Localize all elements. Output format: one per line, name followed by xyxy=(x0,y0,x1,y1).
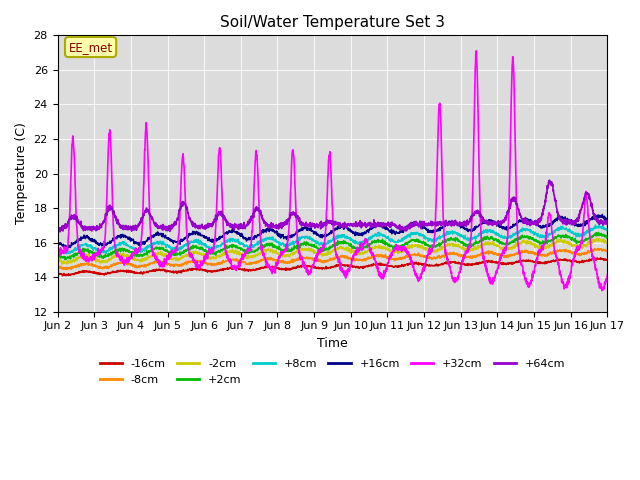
Line: -8cm: -8cm xyxy=(58,249,607,270)
+64cm xyxy=(54,228,61,234)
-16cm xyxy=(493,260,500,266)
+64cm xyxy=(556,213,563,218)
-8cm xyxy=(594,246,602,252)
-2cm xyxy=(360,251,368,256)
+16cm xyxy=(556,216,563,221)
+2cm xyxy=(349,245,356,251)
+8cm xyxy=(556,226,563,232)
+2cm xyxy=(595,229,602,235)
-2cm xyxy=(594,236,602,241)
Line: +64cm: +64cm xyxy=(58,180,607,232)
+2cm xyxy=(604,234,611,240)
Line: +8cm: +8cm xyxy=(58,224,607,254)
-8cm xyxy=(207,261,215,266)
+64cm xyxy=(360,222,368,228)
+8cm xyxy=(360,240,368,245)
Text: EE_met: EE_met xyxy=(68,40,113,54)
-16cm xyxy=(604,258,611,264)
-16cm xyxy=(360,264,368,270)
+2cm xyxy=(493,238,500,243)
-2cm xyxy=(207,255,215,261)
Line: +2cm: +2cm xyxy=(58,232,607,260)
-2cm xyxy=(570,242,578,248)
X-axis label: Time: Time xyxy=(317,337,348,350)
+32cm xyxy=(360,240,368,246)
-16cm xyxy=(570,259,578,264)
+8cm xyxy=(54,247,61,253)
+16cm xyxy=(62,245,70,251)
-2cm xyxy=(556,239,563,244)
+2cm xyxy=(556,233,563,239)
+2cm xyxy=(61,257,69,263)
+32cm xyxy=(348,258,356,264)
-16cm xyxy=(54,270,61,276)
+16cm xyxy=(349,228,356,234)
+64cm xyxy=(604,217,611,223)
-8cm xyxy=(570,251,578,257)
-8cm xyxy=(54,264,61,270)
+64cm xyxy=(493,221,500,227)
+32cm xyxy=(570,252,578,258)
Y-axis label: Temperature (C): Temperature (C) xyxy=(15,122,28,225)
+64cm xyxy=(207,223,215,228)
-16cm xyxy=(207,268,215,274)
+2cm xyxy=(207,250,215,255)
+32cm xyxy=(54,252,61,258)
+16cm xyxy=(207,239,215,244)
-2cm xyxy=(493,243,500,249)
+2cm xyxy=(570,237,578,242)
+16cm xyxy=(54,241,61,247)
+16cm xyxy=(493,220,500,226)
Line: -2cm: -2cm xyxy=(58,239,607,264)
-2cm xyxy=(58,262,66,267)
+8cm xyxy=(493,229,500,235)
+32cm xyxy=(598,288,606,293)
+8cm xyxy=(349,238,356,244)
Line: +16cm: +16cm xyxy=(58,215,607,248)
+32cm xyxy=(472,48,480,54)
+32cm xyxy=(556,264,563,269)
+32cm xyxy=(207,248,214,253)
Title: Soil/Water Temperature Set 3: Soil/Water Temperature Set 3 xyxy=(220,15,445,30)
Legend: -16cm, -8cm, -2cm, +2cm, +8cm, +16cm, +32cm, +64cm: -16cm, -8cm, -2cm, +2cm, +8cm, +16cm, +3… xyxy=(95,355,570,389)
+32cm xyxy=(493,270,500,276)
-8cm xyxy=(604,249,611,254)
+2cm xyxy=(54,252,61,258)
-16cm xyxy=(556,257,563,263)
+64cm xyxy=(571,222,579,228)
+8cm xyxy=(595,221,603,227)
-16cm xyxy=(596,255,604,261)
+64cm xyxy=(56,229,64,235)
+16cm xyxy=(360,229,368,235)
+8cm xyxy=(604,228,611,234)
-2cm xyxy=(54,256,61,262)
Line: -16cm: -16cm xyxy=(58,258,607,276)
+32cm xyxy=(604,271,611,277)
+8cm xyxy=(207,247,215,252)
+64cm xyxy=(349,221,356,227)
+16cm xyxy=(570,222,578,228)
-8cm xyxy=(493,252,500,257)
-16cm xyxy=(59,273,67,279)
-2cm xyxy=(349,249,356,255)
+16cm xyxy=(604,217,611,223)
Line: +32cm: +32cm xyxy=(58,51,607,290)
+64cm xyxy=(546,178,554,183)
+2cm xyxy=(360,244,368,250)
-8cm xyxy=(62,267,70,273)
+16cm xyxy=(598,212,606,217)
-8cm xyxy=(349,256,356,262)
-16cm xyxy=(349,263,356,269)
-8cm xyxy=(556,248,563,253)
-8cm xyxy=(360,257,368,263)
-2cm xyxy=(604,239,611,244)
+8cm xyxy=(63,251,70,257)
+8cm xyxy=(570,231,578,237)
